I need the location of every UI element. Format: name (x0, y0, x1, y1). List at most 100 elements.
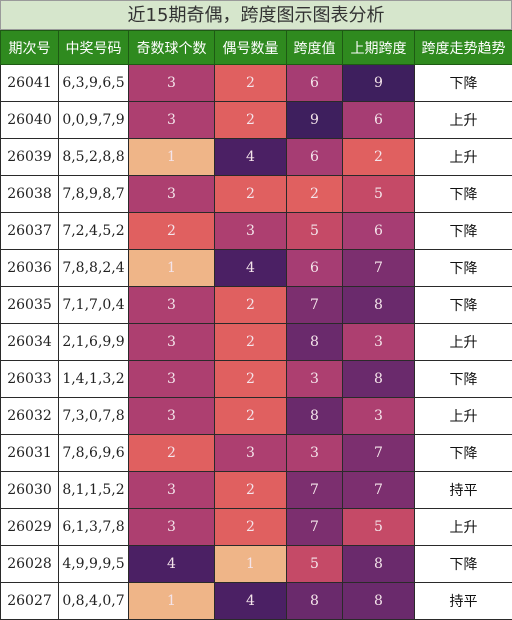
cell-span: 7 (286, 286, 343, 324)
analysis-table: 期次号 中奖号码 奇数球个数 偶号数量 跨度值 上期跨度 跨度走势趋势 2604… (0, 30, 512, 620)
cell-even-count: 3 (214, 212, 287, 250)
cell-trend: 持平 (414, 471, 512, 509)
cell-even-count: 3 (214, 434, 287, 472)
cell-trend: 下降 (414, 64, 512, 102)
cell-numbers: 8,1,1,5,2 (58, 471, 129, 509)
header-period: 期次号 (0, 30, 59, 65)
cell-prev-span: 8 (342, 545, 415, 583)
cell-prev-span: 2 (342, 138, 415, 176)
cell-trend: 下降 (414, 175, 512, 213)
cell-span: 6 (286, 64, 343, 102)
cell-prev-span: 7 (342, 249, 415, 287)
table-row: 26036 7,8,8,2,4 1 4 6 7 下降 (0, 249, 512, 287)
cell-span: 8 (286, 397, 343, 435)
cell-trend: 上升 (414, 101, 512, 139)
header-even-count: 偶号数量 (214, 30, 287, 65)
cell-period: 26034 (0, 323, 59, 361)
cell-numbers: 7,2,4,5,2 (58, 212, 129, 250)
table-row: 26030 8,1,1,5,2 3 2 7 7 持平 (0, 471, 512, 509)
cell-numbers: 7,1,7,0,4 (58, 286, 129, 324)
cell-prev-span: 8 (342, 360, 415, 398)
header-numbers: 中奖号码 (58, 30, 129, 65)
cell-odd-count: 1 (128, 138, 215, 176)
cell-period: 26037 (0, 212, 59, 250)
cell-trend: 下降 (414, 249, 512, 287)
cell-prev-span: 6 (342, 212, 415, 250)
table-row: 26039 8,5,2,8,8 1 4 6 2 上升 (0, 138, 512, 176)
cell-odd-count: 3 (128, 286, 215, 324)
cell-odd-count: 3 (128, 508, 215, 546)
table-row: 26028 4,9,9,9,5 4 1 5 8 下降 (0, 545, 512, 583)
cell-span: 3 (286, 434, 343, 472)
cell-period: 26028 (0, 545, 59, 583)
cell-numbers: 6,1,3,7,8 (58, 508, 129, 546)
cell-trend: 上升 (414, 508, 512, 546)
cell-odd-count: 3 (128, 471, 215, 509)
cell-numbers: 7,8,8,2,4 (58, 249, 129, 287)
cell-even-count: 2 (214, 397, 287, 435)
table-row: 26040 0,0,9,7,9 3 2 9 6 上升 (0, 101, 512, 139)
cell-even-count: 1 (214, 545, 287, 583)
cell-odd-count: 3 (128, 101, 215, 139)
table-row: 26029 6,1,3,7,8 3 2 7 5 上升 (0, 508, 512, 546)
cell-span: 6 (286, 249, 343, 287)
header-odd-count: 奇数球个数 (128, 30, 215, 65)
cell-even-count: 2 (214, 508, 287, 546)
cell-numbers: 7,8,6,9,6 (58, 434, 129, 472)
header-trend: 跨度走势趋势 (414, 30, 512, 65)
cell-even-count: 2 (214, 471, 287, 509)
cell-trend: 下降 (414, 286, 512, 324)
sheet-title: 近15期奇偶，跨度图示图表分析 (0, 0, 512, 30)
table-row: 26032 7,3,0,7,8 3 2 8 3 上升 (0, 397, 512, 435)
table-row: 26035 7,1,7,0,4 3 2 7 8 下降 (0, 286, 512, 324)
cell-odd-count: 1 (128, 249, 215, 287)
table-row: 26031 7,8,6,9,6 2 3 3 7 下降 (0, 434, 512, 472)
cell-prev-span: 7 (342, 434, 415, 472)
table-row: 26037 7,2,4,5,2 2 3 5 6 下降 (0, 212, 512, 250)
cell-span: 8 (286, 323, 343, 361)
cell-span: 9 (286, 101, 343, 139)
cell-prev-span: 6 (342, 101, 415, 139)
cell-prev-span: 3 (342, 323, 415, 361)
cell-period: 26030 (0, 471, 59, 509)
cell-numbers: 2,1,6,9,9 (58, 323, 129, 361)
cell-even-count: 4 (214, 582, 287, 620)
header-row: 期次号 中奖号码 奇数球个数 偶号数量 跨度值 上期跨度 跨度走势趋势 (0, 30, 512, 65)
cell-period: 26031 (0, 434, 59, 472)
cell-prev-span: 5 (342, 508, 415, 546)
cell-odd-count: 2 (128, 212, 215, 250)
table-body: 26041 6,3,9,6,5 3 2 6 9 下降 26040 0,0,9,7,9 3 2 9 6 上升… (0, 64, 512, 620)
cell-numbers: 8,5,2,8,8 (58, 138, 129, 176)
cell-period: 26032 (0, 397, 59, 435)
cell-odd-count: 2 (128, 434, 215, 472)
cell-prev-span: 5 (342, 175, 415, 213)
cell-trend: 持平 (414, 582, 512, 620)
cell-prev-span: 8 (342, 286, 415, 324)
cell-numbers: 4,9,9,9,5 (58, 545, 129, 583)
cell-period: 26029 (0, 508, 59, 546)
cell-odd-count: 3 (128, 360, 215, 398)
cell-trend: 上升 (414, 138, 512, 176)
cell-trend: 下降 (414, 434, 512, 472)
cell-numbers: 0,8,4,0,7 (58, 582, 129, 620)
table-row: 26033 1,4,1,3,2 3 2 3 8 下降 (0, 360, 512, 398)
cell-odd-count: 3 (128, 397, 215, 435)
cell-span: 2 (286, 175, 343, 213)
cell-even-count: 2 (214, 101, 287, 139)
cell-even-count: 2 (214, 175, 287, 213)
cell-span: 5 (286, 212, 343, 250)
cell-trend: 下降 (414, 360, 512, 398)
cell-numbers: 7,3,0,7,8 (58, 397, 129, 435)
cell-numbers: 6,3,9,6,5 (58, 64, 129, 102)
cell-period: 26041 (0, 64, 59, 102)
table-row: 26041 6,3,9,6,5 3 2 6 9 下降 (0, 64, 512, 102)
cell-trend: 上升 (414, 323, 512, 361)
cell-trend: 下降 (414, 212, 512, 250)
cell-prev-span: 9 (342, 64, 415, 102)
table-row: 26038 7,8,9,8,7 3 2 2 5 下降 (0, 175, 512, 213)
cell-odd-count: 3 (128, 323, 215, 361)
cell-odd-count: 3 (128, 175, 215, 213)
cell-prev-span: 8 (342, 582, 415, 620)
cell-span: 7 (286, 471, 343, 509)
